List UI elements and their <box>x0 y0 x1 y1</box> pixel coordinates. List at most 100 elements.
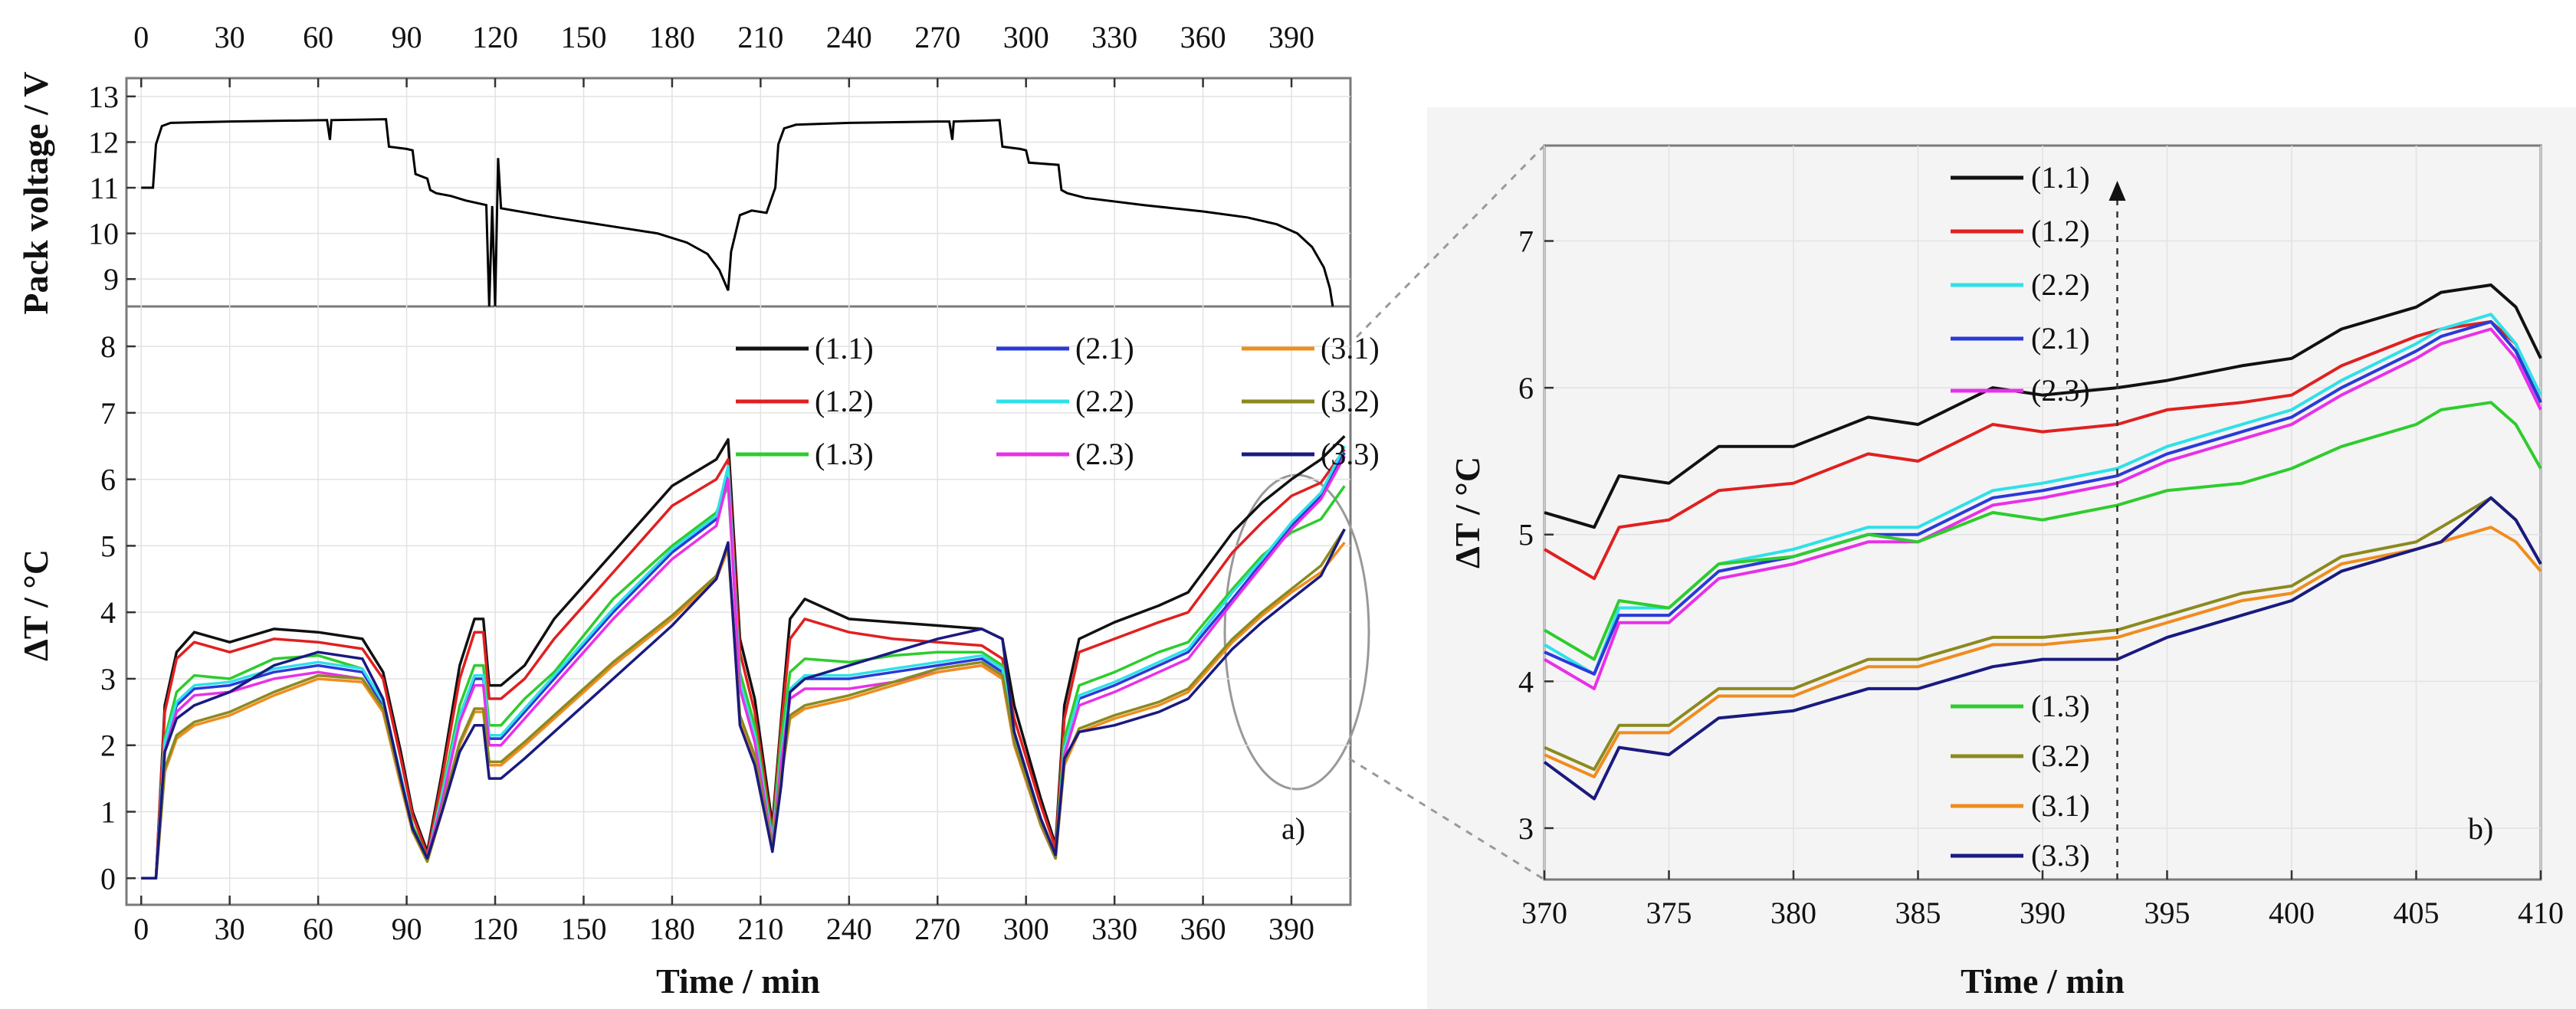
deltaT-ytick-label: 8 <box>100 329 116 364</box>
zoom-ytick-label: 5 <box>1518 518 1534 552</box>
deltaT-xtick-label: 330 <box>1091 912 1137 946</box>
deltaT-ytick-label: 4 <box>100 595 116 630</box>
zoom-series-line <box>1543 327 2542 690</box>
voltage-top-tick-label: 210 <box>737 20 783 54</box>
deltaT-xtick-label: 240 <box>826 912 872 946</box>
deltaT-ytick-label: 0 <box>100 861 116 896</box>
voltage-ylabel: Pack voltage / V <box>16 71 55 314</box>
zoom-series-line <box>1543 401 2542 661</box>
deltaT-legend-label: (3.2) <box>1321 384 1380 418</box>
deltaT-xtick-label: 60 <box>303 912 333 946</box>
deltaT-xtick-label: 150 <box>560 912 606 946</box>
zoom-ytick-label: 7 <box>1518 224 1534 259</box>
voltage-top-tick-label: 90 <box>392 20 422 54</box>
zoom-connector-top <box>1355 144 1546 339</box>
zoom-series-line <box>1544 283 2542 529</box>
zoom-xtick-label: 400 <box>2269 896 2315 930</box>
deltaT-xtick-label: 90 <box>392 912 422 946</box>
zoom-legend-label: (2.2) <box>2031 267 2090 302</box>
deltaT-series-line <box>141 484 1346 880</box>
deltaT-xtick-label: 30 <box>215 912 245 946</box>
deltaT-xtick-label: 270 <box>914 912 960 946</box>
deltaT-legend-label: (2.3) <box>1075 437 1134 471</box>
voltage-top-tick-label: 60 <box>303 20 333 54</box>
zoom-legend-label: (1.1) <box>2031 160 2090 195</box>
deltaT-legend-label: (3.3) <box>1321 437 1380 471</box>
panel-b-label: b) <box>2468 811 2493 846</box>
zoom-xtick-label: 375 <box>1646 896 1692 930</box>
voltage-series-line <box>141 118 1334 307</box>
deltaT-ylabel: ΔT / °C <box>16 549 55 661</box>
deltaT-ytick-label: 2 <box>100 729 116 763</box>
zoom-legend-label: (2.3) <box>2031 373 2090 408</box>
deltaT-series-line <box>141 445 1346 880</box>
zoom-arrow-head <box>2108 181 2126 201</box>
voltage-ytick-label: 9 <box>103 262 119 296</box>
zoom-legend-label: (1.3) <box>2031 689 2090 723</box>
voltage-top-tick-label: 240 <box>826 20 872 54</box>
zoom-xtick-label: 395 <box>2144 896 2190 930</box>
voltage-top-tick-label: 390 <box>1268 20 1314 54</box>
deltaT-xtick-label: 360 <box>1180 912 1226 946</box>
deltaT-legend-label: (1.3) <box>815 437 874 471</box>
voltage-top-tick-label: 270 <box>914 20 960 54</box>
deltaT-ytick-label: 1 <box>100 795 116 830</box>
voltage-top-tick-label: 120 <box>472 20 518 54</box>
deltaT-legend-label: (1.1) <box>815 331 874 365</box>
voltage-top-tick-label: 30 <box>215 20 245 54</box>
voltage-ytick-label: 10 <box>88 217 119 251</box>
deltaT-series-line <box>141 528 1346 880</box>
voltage-ytick-label: 11 <box>89 171 119 205</box>
voltage-plot-frame <box>125 77 1352 308</box>
deltaT-ytick-label: 5 <box>100 529 116 563</box>
zoom-legend-label: (3.3) <box>2031 838 2090 873</box>
deltaT-legend-label: (2.1) <box>1075 331 1134 365</box>
zoom-connector-bottom <box>1348 757 1545 881</box>
deltaT-legend-label: (2.2) <box>1075 384 1134 418</box>
voltage-chart: 0 30 60 90 120 150 180 210 240 270 300 330 360 390 9 10… <box>88 20 1350 307</box>
zoom-xtick-label: 405 <box>2394 896 2440 930</box>
deltaT-xtick-label: 210 <box>737 912 783 946</box>
voltage-ytick-label: 13 <box>88 80 119 114</box>
deltaT-series-line <box>141 448 1346 880</box>
voltage-top-tick-label: 300 <box>1003 20 1049 54</box>
voltage-ytick-label: 12 <box>88 125 119 159</box>
deltaT-xtick-label: 0 <box>133 912 149 946</box>
deltaT-ytick-label: 6 <box>100 463 116 497</box>
zoom-series-line <box>1543 496 2542 801</box>
zoom-panel-background <box>1427 107 2576 1009</box>
zoom-xtick-label: 380 <box>1770 896 1816 930</box>
deltaT-xtick-label: 120 <box>472 912 518 946</box>
zoom-series-line <box>1544 319 2542 676</box>
deltaT-xlabel: Time / min <box>656 961 820 1001</box>
voltage-top-tick-label: 0 <box>133 20 149 54</box>
deltaT-xtick-label: 180 <box>649 912 695 946</box>
zoom-legend-label: (1.2) <box>2031 214 2090 248</box>
zoom-legend-label: (2.1) <box>2031 321 2090 355</box>
deltaT-plot-frame <box>125 305 1352 906</box>
zoom-xlabel: Time / min <box>1961 961 2125 1001</box>
panel-a-label: a) <box>1281 811 1305 846</box>
deltaT-ytick-label: 3 <box>100 662 116 696</box>
deltaT-series-line <box>141 434 1346 880</box>
zoom-legend-label: (3.2) <box>2031 739 2090 773</box>
voltage-top-tick-label: 330 <box>1091 20 1137 54</box>
deltaT-xtick-label: 300 <box>1003 912 1049 946</box>
voltage-top-tick-label: 180 <box>649 20 695 54</box>
voltage-top-tick-label: 150 <box>560 20 606 54</box>
deltaT-legend-label: (3.1) <box>1321 331 1380 365</box>
zoom-xtick-label: 410 <box>2518 896 2564 930</box>
zoom-xtick-label: 390 <box>2020 896 2066 930</box>
zoom-xtick-label: 385 <box>1895 896 1941 930</box>
zoom-legend-label: (3.1) <box>2031 788 2090 823</box>
zoom-ytick-label: 4 <box>1518 664 1534 699</box>
zoom-ylabel: ΔT / °C <box>1448 457 1487 568</box>
zoom-xtick-label: 370 <box>1521 896 1567 930</box>
zoom-ytick-label: 6 <box>1518 371 1534 405</box>
zoom-ytick-label: 3 <box>1518 811 1534 846</box>
deltaT-chart: 0 30 60 90 120 150 180 210 240 270 300 330 360 390 0 1 2… <box>100 306 1380 946</box>
voltage-top-tick-label: 360 <box>1180 20 1226 54</box>
zoom-chart: 370 375 380 385 390 395 400 405 410 3 4 5 6 7 (1.1) (1.… <box>1518 146 2564 930</box>
deltaT-ytick-label: 7 <box>100 396 116 431</box>
